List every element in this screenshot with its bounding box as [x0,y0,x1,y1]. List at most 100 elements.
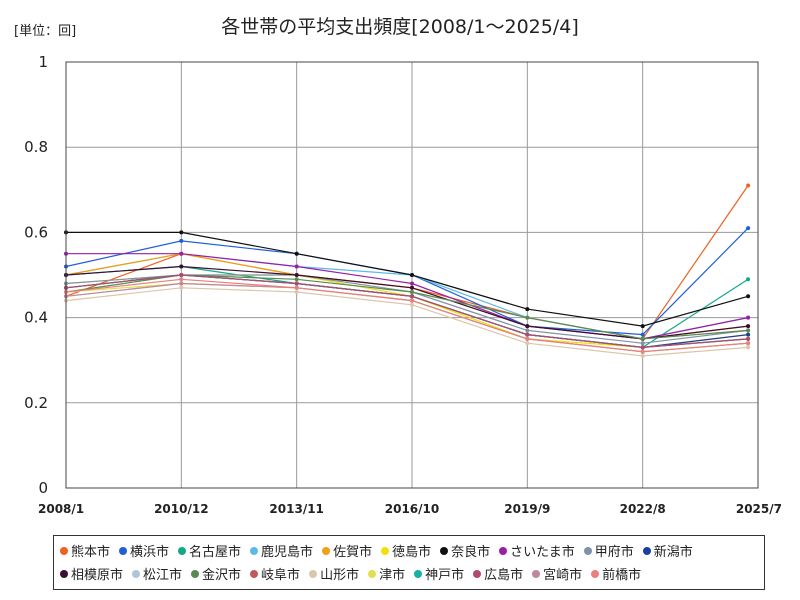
legend-marker-icon [60,569,68,578]
data-point [746,341,751,346]
legend-marker-icon [322,546,331,555]
legend-item: 佐賀市 [322,539,372,562]
data-point [410,294,414,299]
series-line [65,274,749,349]
data-point [746,294,751,299]
line-chart: 0 0.2 0.4 0.6 0.8 1 2008/1 2010/12 2013/11 2016/… [24,53,782,516]
legend-label: さいたま市 [510,545,575,560]
legend-label: 宮崎市 [543,568,583,583]
legend-item: 名古屋市 [178,539,241,562]
data-point [746,277,751,282]
series-line [65,278,749,353]
data-point [179,285,184,290]
legend-label: 神戸市 [425,568,465,583]
legend-label: 奈良市 [451,545,491,560]
legend-label: 山形市 [320,568,360,583]
data-point [640,332,645,337]
legend: 熊本市 横浜市 名古屋市 鹿児島市 佐賀市 徳島市 奈良市 さいたま市 甲府市 新潟市 相模原市 松江… [53,535,765,590]
data-point [179,281,184,286]
series-広島市 [64,273,751,350]
data-point [294,277,299,282]
legend-item: 広島市 [473,562,523,585]
legend-item: 相模原市 [60,562,123,585]
legend-label: 金沢市 [202,568,242,583]
y-tick-label: 1 [38,53,48,71]
legend-marker-icon [499,546,508,555]
legend-item: 山形市 [309,562,359,585]
data-point [640,349,645,354]
x-tick-label: 2016/10 [385,502,439,516]
legend-marker-icon [583,546,592,555]
legend-label: 相模原市 [71,568,124,583]
legend-label: 横浜市 [130,545,170,560]
legend-item: 宮崎市 [532,562,582,585]
legend-label: 新潟市 [653,545,693,560]
legend-marker-icon [250,546,259,555]
data-point [746,324,751,329]
legend-item: 徳島市 [381,539,431,562]
legend-label: 津市 [379,568,406,583]
legend-item: 前橋市 [591,562,641,585]
x-tick-label: 2022/8 [620,502,666,516]
series-奈良市 [64,230,751,329]
x-tick-label: 2013/11 [269,502,323,516]
series-line [65,274,749,349]
data-point [410,298,414,303]
data-point [525,315,530,320]
data-point [640,336,645,341]
data-point [410,302,414,307]
legend-marker-icon [309,569,318,578]
series-line [66,231,749,327]
legend-marker-icon [191,569,200,578]
data-point [294,251,299,256]
series-line [65,274,749,349]
legend-item: 金沢市 [191,562,241,585]
data-point [640,324,645,329]
legend-item: 松江市 [132,562,182,585]
legend-marker-icon [473,569,482,578]
legend-item: 鹿児島市 [250,539,313,562]
series-lines [64,183,751,358]
series-line [65,227,749,336]
series-line [65,185,749,340]
data-point [746,336,751,341]
data-point [294,281,299,286]
legend-label: 松江市 [143,568,183,583]
data-point [179,273,184,277]
data-point [640,341,645,346]
x-tick-label: 2019/9 [504,502,550,516]
legend-label: 広島市 [484,568,524,583]
legend-label: 徳島市 [392,545,432,560]
data-point [294,285,299,290]
legend-item: 津市 [368,562,405,585]
data-point [746,315,751,320]
legend-marker-icon [178,546,187,555]
legend-marker-icon [132,569,141,578]
y-tick-label: 0.8 [24,138,48,156]
data-point [410,273,414,277]
legend-item: 岐阜市 [250,562,300,585]
x-tick-label: 2010/12 [154,502,208,516]
x-tick-label: 2025/7 [736,502,782,516]
legend-item: 熊本市 [60,539,110,562]
data-point [525,324,530,329]
data-point [746,183,751,188]
legend-marker-icon [119,546,128,555]
data-point [746,345,751,350]
data-point [525,332,530,337]
legend-marker-icon [368,569,377,578]
series-line [65,274,749,349]
legend-marker-icon [250,569,259,578]
data-point [525,328,530,333]
legend-marker-icon [414,569,423,578]
legend-label: 名古屋市 [189,545,242,560]
legend-item: 横浜市 [119,539,169,562]
legend-item: 神戸市 [414,562,464,585]
x-axis-ticks: 2008/1 2010/12 2013/11 2016/10 2019/9 2022/8 2… [38,502,782,516]
data-point [294,264,299,269]
series-甲府市 [64,273,751,346]
data-point [179,277,184,282]
y-axis-ticks: 0 0.2 0.4 0.6 0.8 1 [24,53,48,497]
legend-item: 新潟市 [642,539,693,562]
data-point [294,290,299,294]
